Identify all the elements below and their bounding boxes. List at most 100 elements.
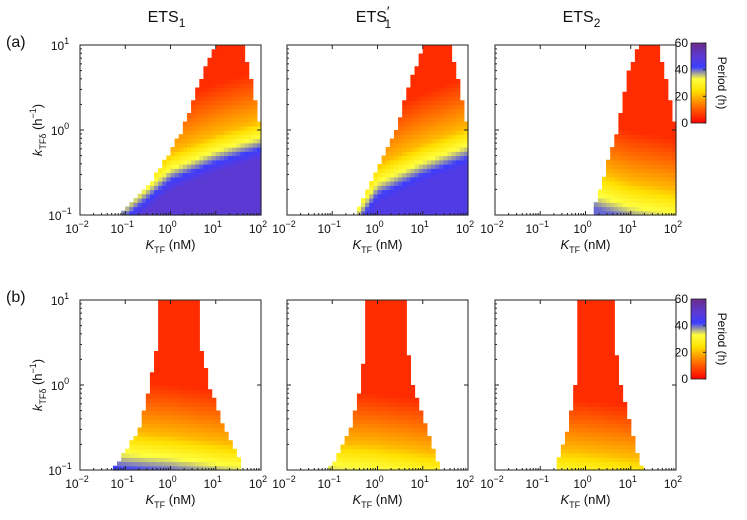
heatmap-cell (211, 461, 217, 467)
heatmap-cell (389, 300, 395, 305)
heatmap-cell (166, 304, 172, 310)
heatmap-cell (219, 49, 225, 55)
heatmap-cell (447, 113, 453, 118)
heatmap-cell (232, 117, 237, 123)
heatmap-cell (215, 70, 221, 76)
heatmap-cell (377, 397, 383, 403)
heatmap-cell (671, 134, 677, 140)
heatmap-cell (203, 376, 209, 382)
heatmap-cell (597, 457, 603, 463)
heatmap-cell (463, 155, 469, 161)
heatmap-cell (610, 453, 615, 458)
heatmap-cell (377, 342, 383, 348)
heatmap-cell (182, 202, 188, 208)
x-tick-label: 10−1 (525, 474, 549, 491)
heatmap-cell (191, 108, 196, 114)
heatmap-cell (195, 176, 200, 182)
heatmap-cell (459, 155, 465, 161)
heatmap-cell (622, 172, 628, 178)
heatmap-cell (211, 155, 217, 161)
heatmap-cell (585, 329, 591, 335)
heatmap-cell (186, 181, 192, 186)
heatmap-cell (626, 113, 632, 118)
heatmap-cell (207, 453, 213, 458)
heatmap-cell (207, 87, 213, 93)
heatmap-cell (589, 389, 595, 395)
heatmap-cell (618, 402, 624, 407)
heatmap-cell (356, 406, 362, 412)
heatmap-cell (422, 113, 428, 118)
heatmap-cell (154, 397, 159, 403)
heatmap-cell (610, 168, 615, 174)
heatmap-cell (589, 321, 595, 327)
heatmap-cell (133, 210, 139, 216)
heatmap-cell (219, 198, 225, 203)
heatmap-cell (422, 79, 428, 84)
heatmap-cell (195, 159, 200, 165)
heatmap-cell (435, 113, 440, 118)
heatmap-cell (610, 431, 615, 437)
heatmap-cell (191, 453, 196, 458)
heatmap-cell (573, 423, 578, 429)
heatmap-cell (406, 198, 412, 203)
heatmap-cell (195, 431, 200, 437)
heatmap-cell (593, 385, 599, 390)
heatmap-cell (426, 461, 432, 467)
tick-base: 10 (65, 222, 79, 236)
heatmap-cell (195, 198, 200, 203)
heatmap-cell (158, 346, 163, 352)
heatmap-cell (626, 108, 632, 114)
heatmap-cell (638, 117, 644, 123)
heatmap-cell (593, 351, 599, 356)
heatmap-cell (385, 385, 391, 390)
heatmap-cell (402, 108, 407, 114)
heatmap-cell (667, 189, 673, 195)
heatmap-cell (573, 397, 578, 403)
heatmap-cell (389, 147, 395, 152)
heatmap-cell (630, 198, 636, 203)
heatmap-cell (361, 198, 366, 203)
heatmap-cell (402, 304, 407, 310)
heatmap-cell (203, 87, 209, 93)
heatmap-cell (228, 45, 233, 50)
heatmap-cell (129, 465, 135, 471)
heatmap-cell (622, 198, 628, 203)
heatmap-cell (455, 202, 461, 208)
heatmap-cell (174, 372, 180, 378)
heatmap-cell (352, 410, 358, 416)
heatmap-cell (593, 397, 599, 403)
heatmap-cell (158, 304, 163, 310)
heatmap-cell (597, 440, 603, 446)
heatmap-cell (393, 385, 399, 390)
heatmap-cell (211, 104, 217, 110)
heatmap-cell (373, 436, 379, 441)
heatmap-cell (426, 138, 432, 144)
heatmap-cell (162, 448, 167, 454)
heatmap-cell (141, 431, 147, 437)
heatmap-cell (377, 346, 383, 352)
heatmap-cell (141, 440, 147, 446)
heatmap-cell (174, 423, 180, 429)
heatmap-cell (203, 134, 209, 140)
heatmap-cell (402, 461, 407, 467)
heatmap-cell (211, 440, 217, 446)
heatmap-cell (240, 198, 246, 203)
heatmap-cell (655, 198, 661, 203)
heatmap-cell (459, 134, 465, 140)
heatmap-cell (430, 53, 436, 59)
heatmap-cell (643, 74, 648, 80)
heatmap-cell (402, 406, 407, 412)
heatmap-cell (564, 444, 570, 450)
heatmap-cell (402, 436, 407, 441)
heatmap-cell (170, 312, 176, 318)
heatmap-cell (663, 189, 669, 195)
heatmap-cell (414, 198, 420, 203)
heatmap-cell (232, 96, 237, 101)
heatmap-cell (601, 193, 607, 199)
heatmap-cell (389, 185, 395, 191)
heatmap-cell (593, 346, 599, 352)
heatmap-cell (393, 440, 399, 446)
heatmap-cell (240, 130, 246, 135)
heatmap-cell (589, 419, 595, 424)
heatmap-cell (369, 402, 374, 407)
